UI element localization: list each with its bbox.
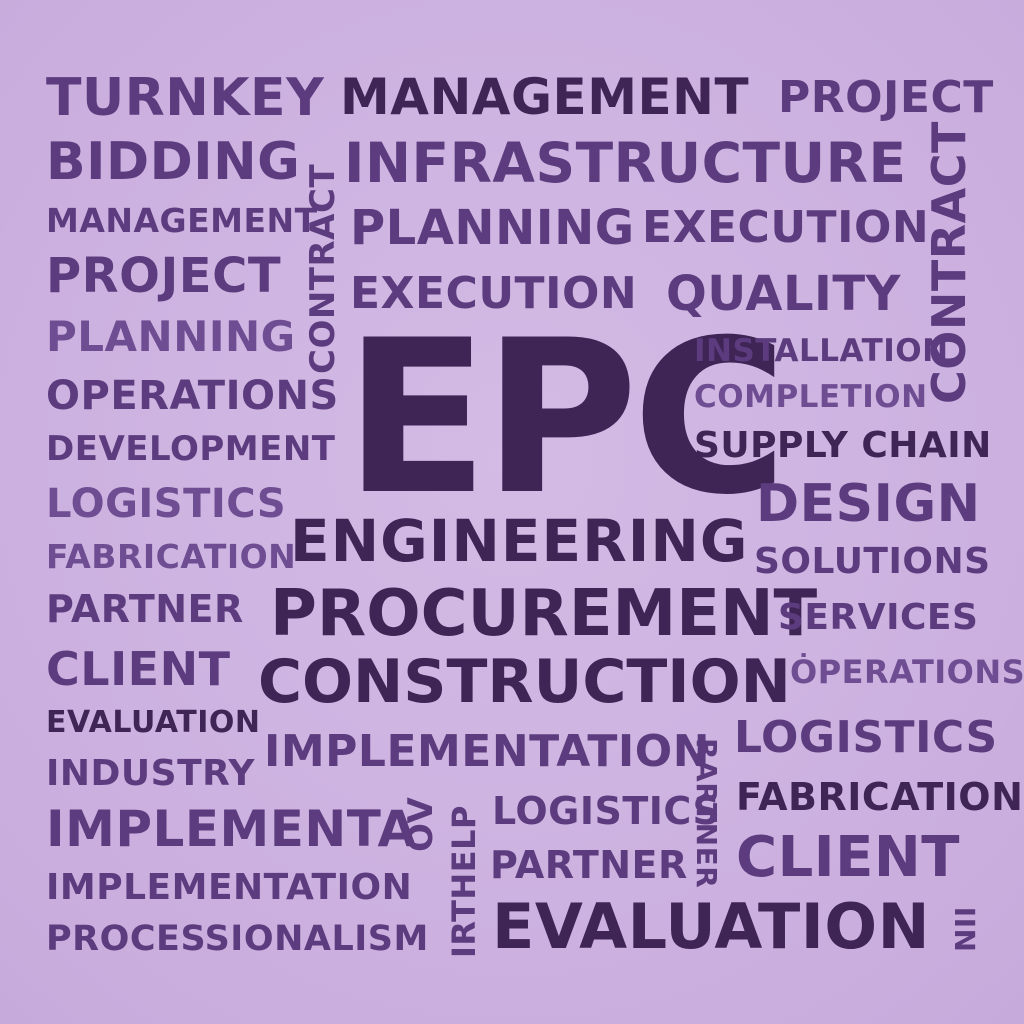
- word-infrastructure: INFRASTRUCTURE: [344, 131, 907, 195]
- word-operations-right: ȮPERATIONS: [790, 653, 1024, 691]
- center-word-engineering: ENGINEERING: [290, 507, 749, 575]
- center-word-procurement: PROCUREMENT: [270, 577, 818, 651]
- word-completion: COMPLETION: [694, 379, 928, 415]
- word-implementa: IMPLEMENTA: [46, 800, 417, 858]
- word-evaluation-left: EVALUATION: [46, 705, 261, 740]
- word-turnkey: TURNKEY: [46, 68, 325, 128]
- word-development: DEVELOPMENT: [46, 429, 336, 469]
- word-services: SERVICES: [778, 597, 979, 638]
- word-contract-vertical-right: CONTRACT: [922, 121, 976, 404]
- word-partner-left: PARTNER: [46, 587, 244, 631]
- word-planning-mid: PLANNING: [350, 200, 635, 256]
- word-fabrication-right: FABRICATION: [736, 775, 1024, 819]
- center-word-epc: EPC: [344, 294, 788, 541]
- word-solutions: SOLUTIONS: [754, 541, 991, 582]
- word-ov-vertical: OV: [401, 796, 441, 852]
- word-evaluation-bottom: EVALUATION: [492, 890, 930, 963]
- word-project-left: PROJECT: [46, 248, 282, 304]
- word-management-left: MANAGEMENT: [46, 201, 318, 240]
- word-quality: QUALITY: [666, 266, 901, 322]
- word-operations-left: OPERATIONS: [46, 373, 339, 419]
- word-implementation-left: IMPLEMENTATION: [46, 867, 413, 908]
- word-design: DESIGN: [756, 474, 981, 534]
- word-implementation-mid: IMPLEMENTATION: [264, 726, 711, 777]
- word-logistics-right: LOGISTICS: [734, 712, 998, 763]
- word-project-top: PROJECT: [778, 72, 994, 123]
- word-rartner-vertical: RARTNER: [690, 738, 723, 889]
- word-client-left: CLIENT: [46, 642, 231, 696]
- word-partner-bottom: PARTNER: [490, 843, 688, 887]
- word-supply-chain: SUPPLY CHAIN: [694, 425, 992, 466]
- word-management-top: MANAGEMENT: [340, 68, 750, 126]
- word-logistics-bottom: LOGISTICS: [492, 789, 721, 833]
- word-execution-mid: EXECUTION: [350, 268, 638, 319]
- word-execution-right: EXECUTION: [642, 202, 930, 253]
- word-irthelp-vertical: IRTHELP: [445, 805, 483, 958]
- word-fabrication-left: FABRICATION: [46, 537, 297, 576]
- word-client-right: CLIENT: [736, 825, 960, 890]
- word-processionalism: PROCESSIONALISM: [46, 919, 429, 959]
- word-industry: INDUSTRY: [46, 753, 255, 794]
- center-word-construction: CONSTRUCTION: [258, 647, 791, 717]
- word-logistics-left: LOGISTICS: [46, 481, 287, 527]
- word-installation: INSTALLATION: [694, 333, 949, 369]
- word-nii-vertical: NII: [949, 906, 982, 952]
- word-contract-vertical-left: CONTRACT: [303, 163, 343, 374]
- word-planning-left: PLANNING: [46, 312, 296, 361]
- word-bidding: BIDDING: [46, 132, 301, 192]
